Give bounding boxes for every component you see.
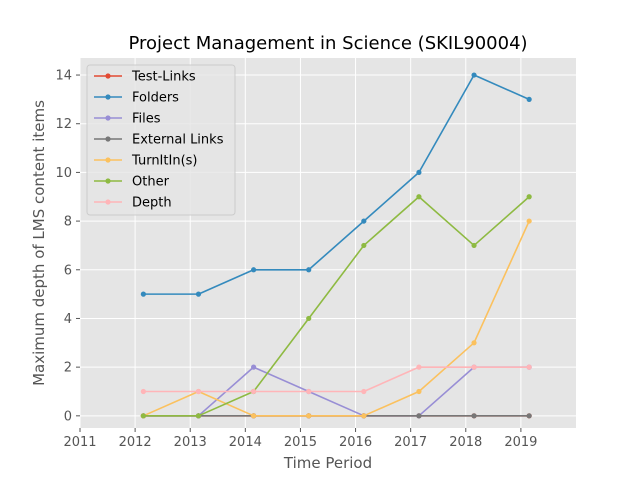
legend-marker: [105, 136, 111, 142]
legend-marker: [105, 199, 111, 205]
legend-item: Depth: [94, 196, 172, 211]
legend-label: Other: [132, 175, 170, 190]
data-point: [471, 364, 477, 370]
x-tick-label: 2012: [119, 435, 152, 450]
legend-item: Files: [94, 112, 161, 127]
data-point: [416, 388, 422, 395]
x-tick-label: 2015: [284, 435, 317, 450]
data-point: [306, 413, 312, 419]
legend-label: Depth: [132, 196, 172, 211]
legend-marker: [105, 94, 111, 100]
data-point: [526, 413, 532, 419]
data-point: [416, 194, 422, 200]
x-tick-label: 2017: [394, 435, 427, 450]
legend-item: Test-Links: [94, 70, 196, 85]
data-point: [416, 413, 422, 419]
y-tick-label: 12: [55, 117, 72, 132]
x-axis-title: Time Period: [283, 454, 372, 472]
y-tick-label: 4: [64, 312, 72, 327]
legend-label: Test-Links: [131, 70, 196, 85]
data-point: [140, 413, 146, 419]
legend-item: Folders: [94, 91, 179, 106]
data-point: [251, 413, 257, 419]
y-tick-label: 0: [64, 409, 72, 424]
axis-ticks: 2011 2012 2013 2014 2015 2016 2017 2018 2019 0 2 4 6…: [55, 69, 537, 450]
legend-label: TurnItIn(s): [131, 154, 197, 169]
data-point: [471, 242, 477, 249]
y-tick-label: 14: [55, 69, 72, 84]
legend-marker: [105, 178, 111, 184]
data-point: [195, 291, 202, 297]
x-tick-label: 2016: [339, 435, 372, 450]
x-tick-label: 2014: [229, 435, 262, 450]
data-point: [140, 388, 146, 395]
series-line: [143, 195, 530, 417]
legend-box: [86, 64, 236, 216]
data-point: [526, 364, 532, 370]
data-point: [416, 169, 422, 176]
data-point: [361, 388, 367, 395]
data-point: [526, 194, 532, 200]
legend-label: External Links: [132, 133, 224, 148]
series-line: [143, 366, 530, 417]
chart-title: Project Management in Science (SKIL90004…: [128, 33, 527, 54]
series-line: [143, 220, 530, 417]
data-point: [306, 267, 312, 273]
data-point: [526, 218, 532, 224]
legend-label: Files: [132, 112, 161, 127]
data-point: [526, 96, 532, 102]
y-tick-label: 2: [64, 361, 72, 376]
data-point: [361, 218, 367, 224]
data-point: [471, 72, 477, 78]
x-tick-label: 2011: [63, 435, 96, 450]
legend-item: External Links: [94, 133, 224, 148]
data-point: [251, 267, 257, 273]
series-depth: [140, 364, 532, 395]
data-point: [361, 242, 367, 249]
data-point: [471, 413, 477, 419]
data-point: [140, 291, 146, 297]
y-tick-label: 8: [64, 215, 72, 230]
series-layer: [140, 72, 532, 419]
data-point: [251, 388, 257, 395]
y-tick-label: 10: [55, 166, 72, 181]
series-folders: [140, 72, 532, 297]
data-point: [195, 388, 202, 395]
legend-marker: [105, 73, 111, 79]
legend: Test-Links Folders Files External Links Turn…: [86, 64, 236, 216]
legend-item: TurnItIn(s): [94, 154, 197, 169]
series-line: [143, 74, 530, 295]
data-point: [195, 413, 202, 419]
legend-item: Other: [94, 175, 170, 190]
legend-marker: [105, 157, 111, 163]
legend-label: Folders: [132, 91, 179, 106]
series-turnitin-s: [140, 218, 532, 419]
data-point: [361, 413, 367, 419]
data-point: [306, 388, 312, 395]
data-point: [306, 315, 312, 322]
data-point: [416, 364, 422, 370]
data-point: [251, 364, 257, 370]
x-tick-label: 2018: [449, 435, 482, 450]
data-point: [471, 340, 477, 346]
x-tick-label: 2019: [504, 435, 537, 450]
y-tick-label: 6: [64, 263, 72, 278]
y-axis-title: Maximum depth of LMS content items: [30, 100, 48, 386]
series-line: [143, 366, 530, 393]
series-other: [140, 194, 532, 419]
x-tick-label: 2013: [174, 435, 207, 450]
legend-marker: [105, 115, 111, 121]
